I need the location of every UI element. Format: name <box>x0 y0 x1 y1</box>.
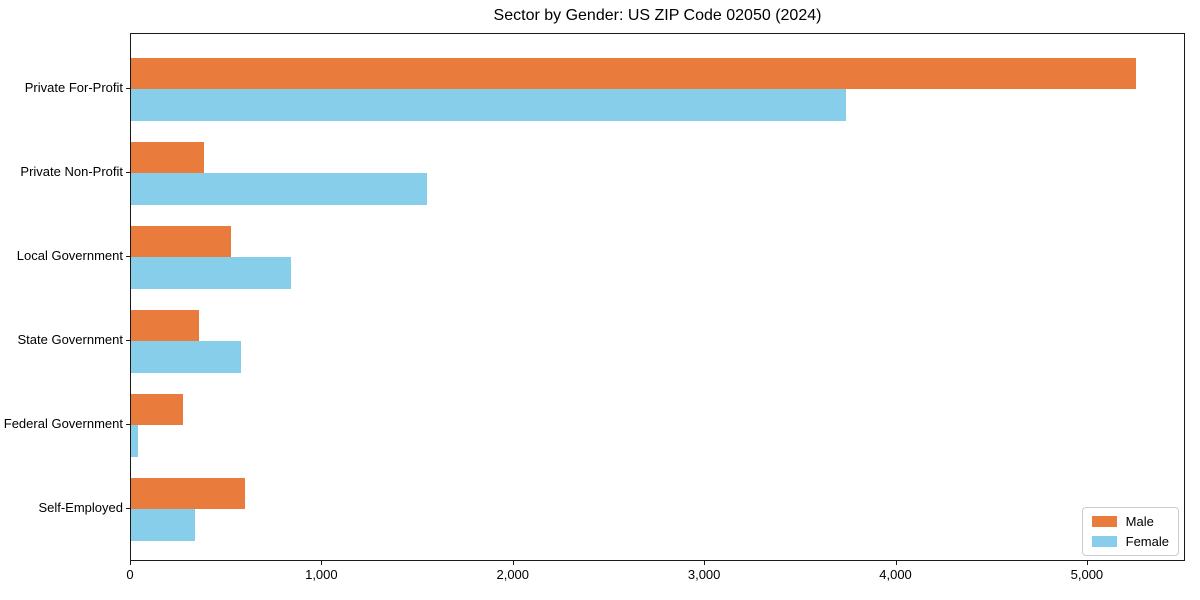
female-legend-swatch <box>1091 536 1117 547</box>
legend-label-male: Male <box>1125 514 1154 529</box>
x-tick-label-0: 0 <box>126 567 134 582</box>
y-tick-label-0: Private For-Profit <box>24 80 123 95</box>
x-tick-mark-5 <box>1086 561 1088 565</box>
bar-male-2 <box>131 225 231 257</box>
bar-male-4 <box>131 393 183 425</box>
y-tick-mark-3 <box>126 340 130 341</box>
x-tick-label-5: 5,000 <box>1070 567 1104 582</box>
legend-label-female: Female <box>1125 534 1169 549</box>
x-tick-mark-1 <box>321 561 323 565</box>
plot-area: Male Female <box>130 33 1185 561</box>
chart-title: Sector by Gender: US ZIP Code 02050 (202… <box>493 7 822 24</box>
x-tick-label-2: 2,000 <box>496 567 530 582</box>
x-tick-mark-0 <box>130 561 131 565</box>
bar-male-3 <box>131 309 199 341</box>
y-tick-mark-4 <box>126 424 130 425</box>
y-tick-mark-2 <box>126 256 130 257</box>
bar-female-1 <box>131 173 427 205</box>
legend-item-female: Female <box>1091 534 1169 549</box>
bar-male-1 <box>131 141 204 173</box>
bar-female-4 <box>131 425 138 457</box>
bar-female-5 <box>131 509 196 541</box>
y-tick-mark-0 <box>126 88 130 89</box>
y-tick-label-1: Private Non-Profit <box>20 164 123 179</box>
bar-male-0 <box>131 57 1136 89</box>
bar-female-0 <box>131 89 846 121</box>
male-legend-swatch <box>1091 516 1117 527</box>
bar-male-5 <box>131 477 245 509</box>
bar-female-2 <box>131 257 291 289</box>
bars-layer <box>131 34 1184 560</box>
x-tick-label-4: 4,000 <box>879 567 912 582</box>
y-tick-label-4: Federal Government <box>3 416 123 431</box>
legend-item-male: Male <box>1091 514 1169 529</box>
y-tick-label-2: Local Government <box>16 248 123 263</box>
legend: Male Female <box>1081 507 1179 556</box>
x-tick-mark-2 <box>512 561 514 565</box>
x-tick-mark-4 <box>895 561 897 565</box>
x-tick-label-1: 1,000 <box>305 567 338 582</box>
bar-female-3 <box>131 341 242 373</box>
x-tick-mark-3 <box>704 561 706 565</box>
y-tick-mark-5 <box>126 508 130 509</box>
y-tick-label-5: Self-Employed <box>38 500 123 515</box>
x-tick-label-3: 3,000 <box>687 567 721 582</box>
y-tick-label-3: State Government <box>17 332 124 347</box>
y-tick-mark-1 <box>126 172 130 173</box>
